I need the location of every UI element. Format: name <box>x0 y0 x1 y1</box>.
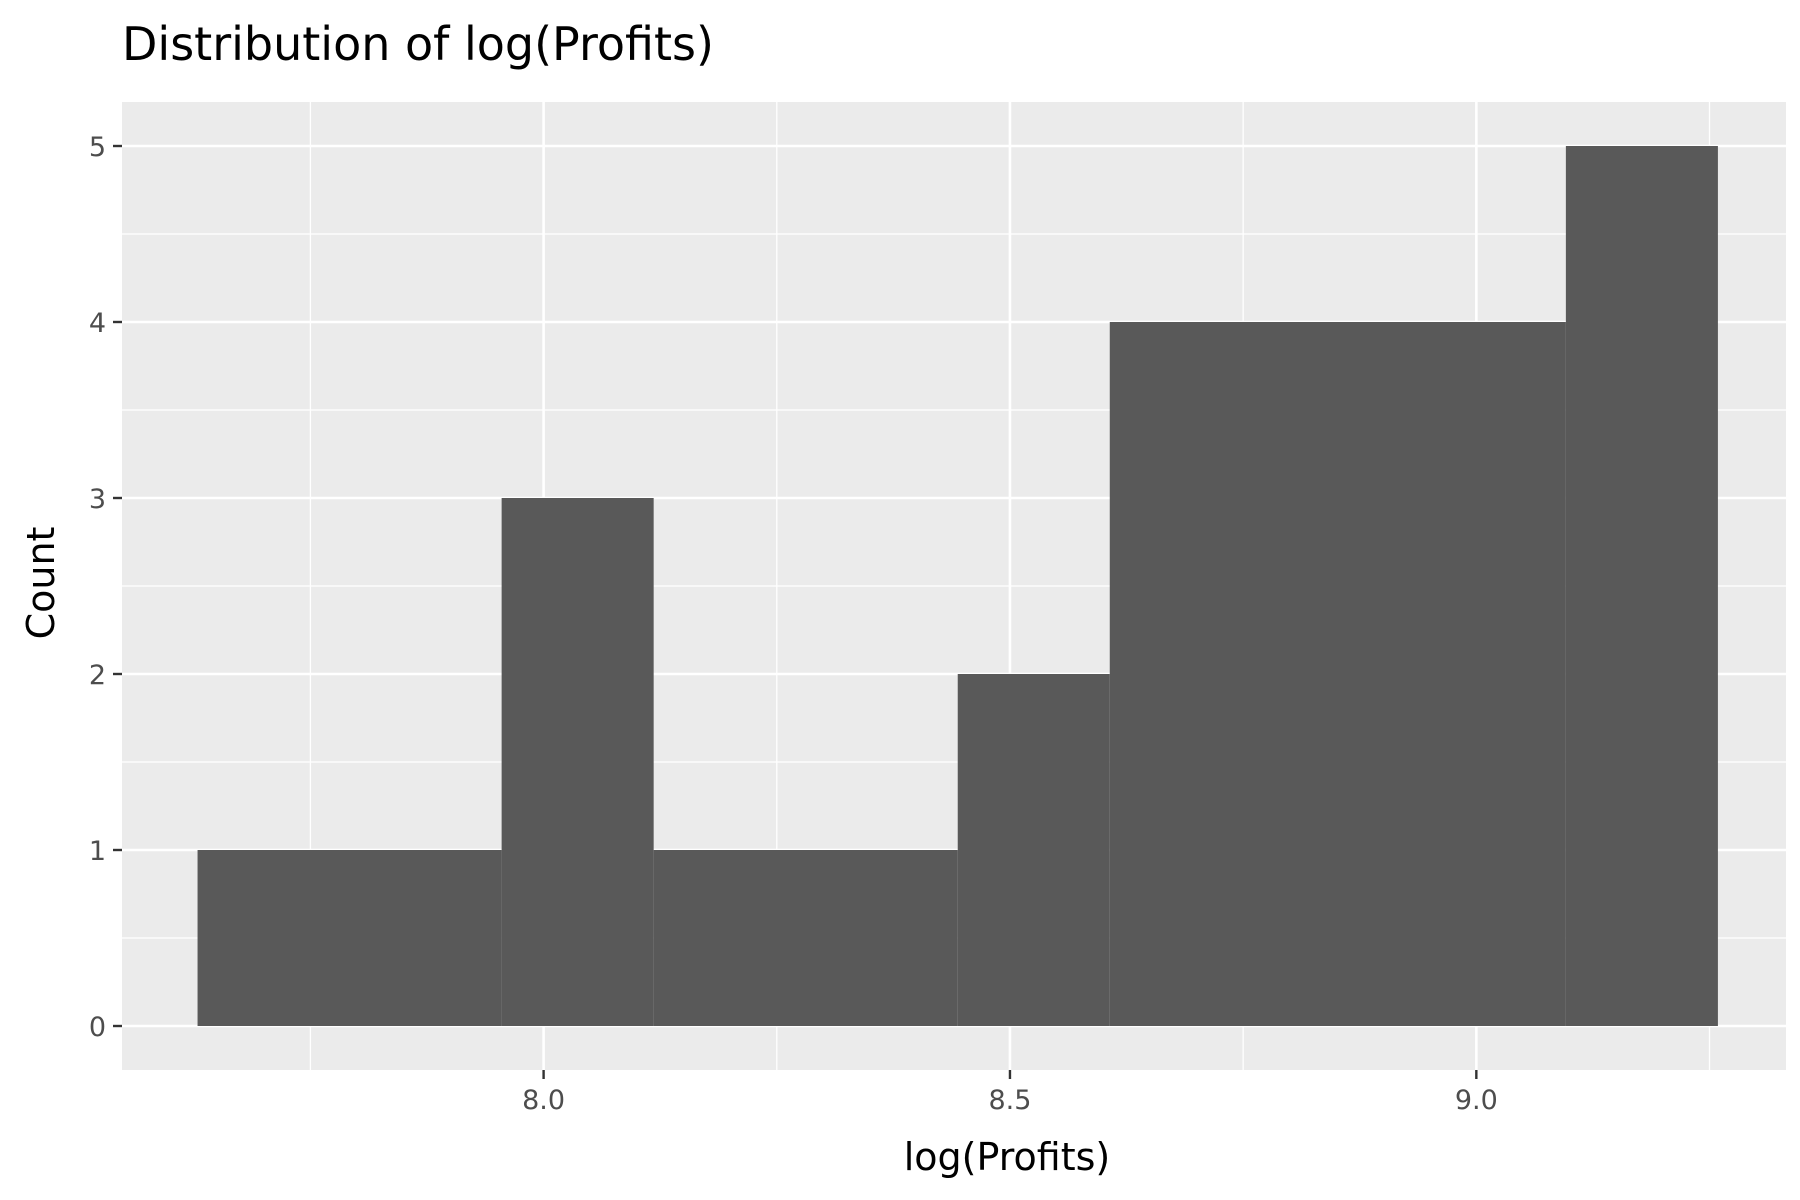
y-tick-label: 2 <box>89 660 106 691</box>
histogram-bar <box>197 850 502 1026</box>
x-tick-label: 8.5 <box>988 1085 1031 1116</box>
chart-title: Distribution of log(Profits) <box>122 17 714 71</box>
histogram-bar <box>1565 146 1718 1026</box>
y-tick-label: 0 <box>89 1012 106 1043</box>
y-axis-title: Count <box>19 527 63 640</box>
histogram-bars <box>197 146 1718 1026</box>
x-axis: 8.0 8.5 9.0 <box>522 1070 1498 1116</box>
y-tick-label: 1 <box>89 836 106 867</box>
histogram-bar <box>501 498 654 1026</box>
histogram-bar <box>957 674 1110 1026</box>
x-tick-label: 9.0 <box>1455 1085 1498 1116</box>
y-tick-label: 5 <box>89 132 106 163</box>
x-tick-label: 8.0 <box>522 1085 565 1116</box>
histogram-bar <box>653 850 958 1026</box>
y-tick-label: 4 <box>89 308 106 339</box>
y-axis: 0 1 2 3 4 5 <box>89 132 122 1043</box>
histogram-bar <box>1109 322 1566 1026</box>
x-axis-title: log(Profits) <box>904 1135 1111 1179</box>
y-tick-label: 3 <box>89 484 106 515</box>
